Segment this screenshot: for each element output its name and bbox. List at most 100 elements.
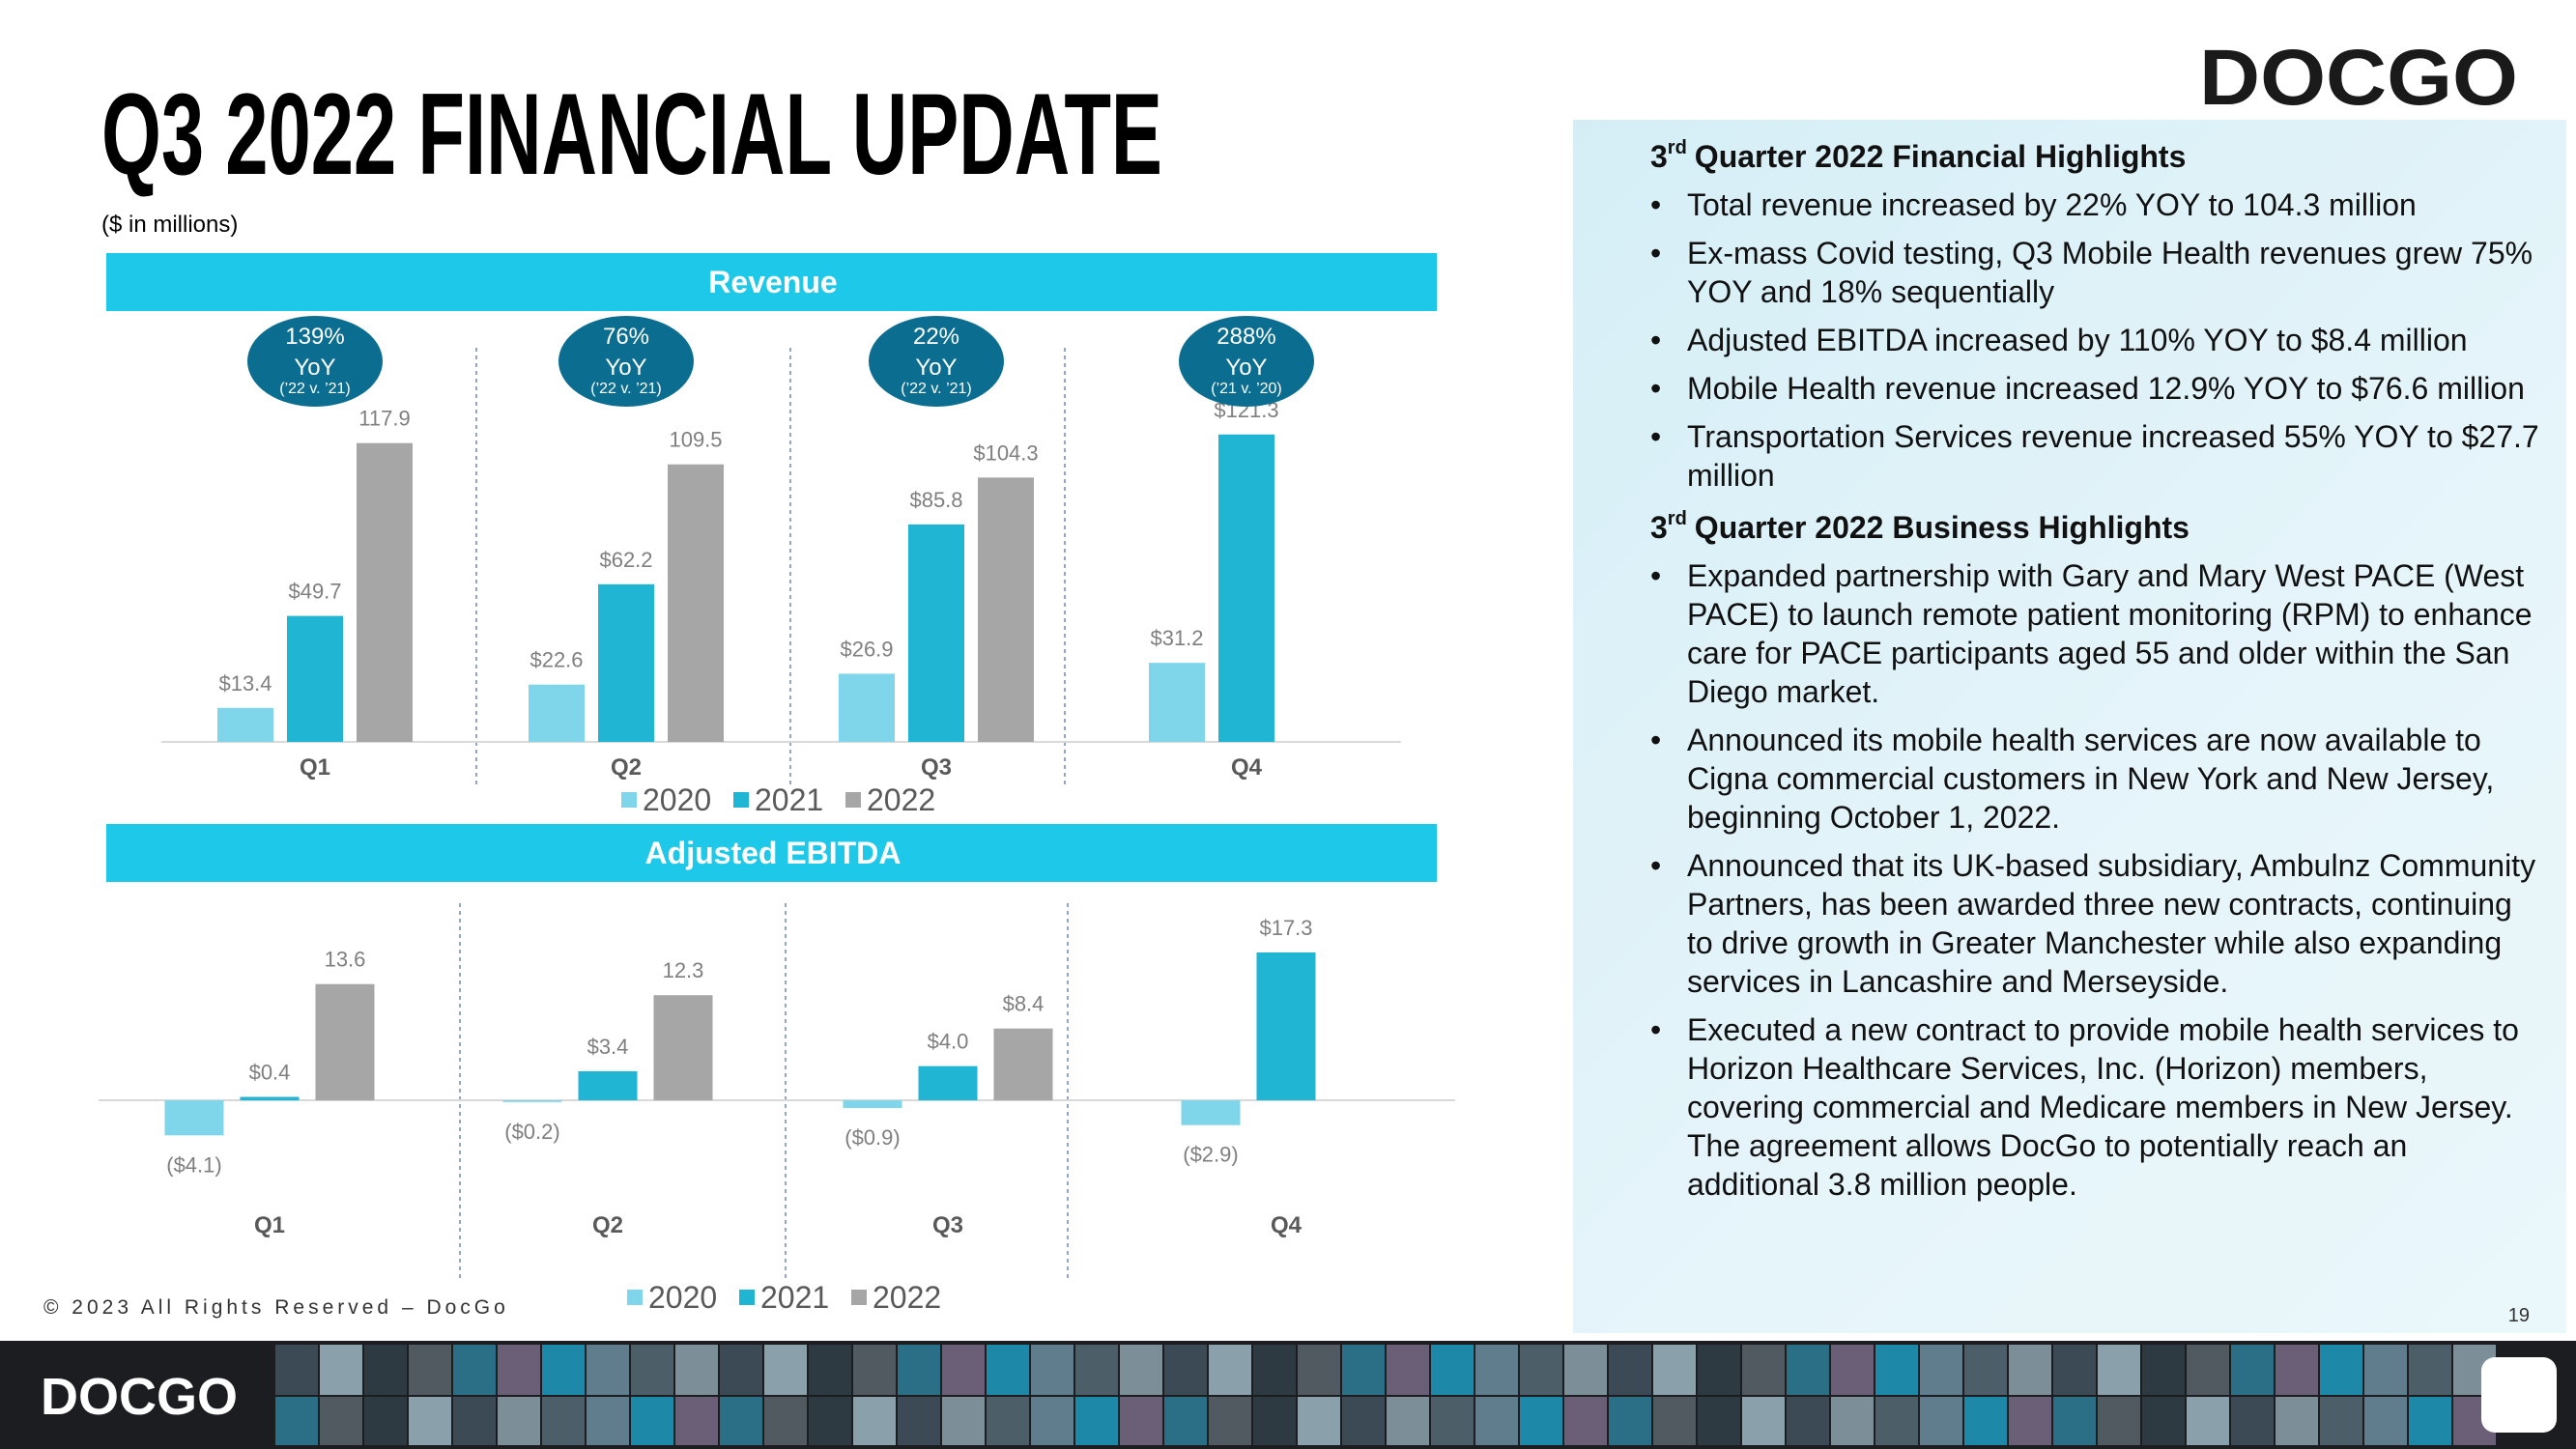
data-label: $62.2 <box>599 548 652 572</box>
bar <box>908 524 964 742</box>
bar <box>839 673 895 742</box>
yoy-note: (’22 v. ’21) <box>590 381 662 397</box>
bar <box>217 707 273 742</box>
collage-tile <box>1787 1345 1829 1395</box>
collage-tile <box>1475 1345 1518 1395</box>
collage-tile <box>2409 1345 2451 1395</box>
yoy-label: YoY <box>1225 355 1267 381</box>
collage-tile <box>2009 1397 2051 1445</box>
x-tick-label: Q3 <box>932 1212 963 1238</box>
collage-tile <box>409 1345 451 1395</box>
yoy-percent: 288% <box>1216 324 1275 350</box>
yoy-bubble <box>247 316 383 407</box>
collage-tile <box>1431 1345 1474 1395</box>
data-label: 12.3 <box>663 958 704 982</box>
bar <box>1149 663 1205 742</box>
heading-number: 3 <box>1650 139 1668 174</box>
collage-tile <box>1831 1345 1874 1395</box>
yoy-percent: 22% <box>913 324 959 350</box>
x-tick-label: Q1 <box>300 754 330 781</box>
collage-tile <box>1253 1397 1296 1445</box>
data-label: ($2.9) <box>1183 1143 1238 1167</box>
collage-tile <box>1431 1397 1474 1445</box>
collage-tile <box>453 1397 496 1445</box>
collage-tile <box>1120 1397 1162 1445</box>
collage-tile <box>587 1345 629 1395</box>
bullet-list: Expanded partnership with Gary and Mary … <box>1650 556 2539 1204</box>
collage-tile <box>1920 1345 1962 1395</box>
collage-tile <box>1298 1397 1340 1445</box>
collage-tile <box>1387 1345 1429 1395</box>
collage-tile <box>853 1397 896 1445</box>
bullet-item: Total revenue increased by 22% YOY to 10… <box>1650 185 2539 224</box>
collage-tile <box>453 1345 496 1395</box>
collage-tile <box>2409 1397 2451 1445</box>
yoy-bubble <box>558 316 694 407</box>
legend-swatch <box>627 1290 643 1305</box>
collage-tile <box>1075 1345 1118 1395</box>
collage-tile <box>987 1397 1029 1445</box>
footer-icon <box>2481 1357 2557 1433</box>
collage-tile <box>2142 1397 2185 1445</box>
yoy-percent: 139% <box>285 324 344 350</box>
collage-tile <box>1875 1345 1918 1395</box>
collage-tile <box>1209 1397 1251 1445</box>
collage-tile <box>675 1397 718 1445</box>
data-label: $8.4 <box>1003 992 1045 1016</box>
collage-tile <box>1564 1397 1607 1445</box>
collage-tile <box>498 1345 540 1395</box>
x-tick-label: Q3 <box>921 754 952 781</box>
collage-tile <box>898 1345 940 1395</box>
logo: DOCGO <box>2199 34 2518 122</box>
collage-tile <box>764 1345 807 1395</box>
collage-tile <box>2231 1397 2274 1445</box>
legend-label: 2020 <box>648 1280 717 1315</box>
collage-tile <box>1609 1397 1651 1445</box>
yoy-label: YoY <box>605 355 646 381</box>
collage-tile <box>542 1345 585 1395</box>
collage-tile <box>1520 1397 1562 1445</box>
collage-tile <box>1875 1397 1918 1445</box>
collage-tile <box>1209 1345 1251 1395</box>
bar <box>1181 1100 1241 1125</box>
collage-tile <box>2053 1397 2096 1445</box>
heading-ordinal: rd <box>1667 137 1687 158</box>
bullet-list: Total revenue increased by 22% YOY to 10… <box>1650 185 2539 495</box>
bar <box>1218 434 1274 742</box>
collage-tile <box>631 1397 673 1445</box>
data-label: $49.7 <box>288 580 341 604</box>
yoy-label: YoY <box>915 355 957 381</box>
collage-tile <box>1164 1397 1207 1445</box>
data-label: ($4.1) <box>166 1152 221 1177</box>
heading-text: Quarter 2022 Financial Highlights <box>1694 139 2187 174</box>
bar <box>578 1070 638 1101</box>
collage-tile <box>2187 1397 2229 1445</box>
bullet-item: Transportation Services revenue increase… <box>1650 417 2539 495</box>
chart-banner <box>106 824 1437 882</box>
bar <box>978 477 1034 742</box>
bar <box>598 583 654 742</box>
bar <box>668 464 724 742</box>
collage-tile <box>275 1345 318 1395</box>
page-number: 19 <box>2508 1305 2530 1326</box>
data-label: $104.3 <box>973 440 1038 465</box>
collage-tile <box>2320 1345 2362 1395</box>
collage-tile <box>1075 1397 1118 1445</box>
x-tick-label: Q2 <box>611 754 642 781</box>
chart-title: Revenue <box>708 265 837 299</box>
collage-tile <box>2187 1345 2229 1395</box>
collage-tile <box>720 1397 762 1445</box>
collage-tile <box>498 1397 540 1445</box>
data-label: $4.0 <box>928 1030 969 1054</box>
slide-title: Q3 2022 FINANCIAL UPDATE <box>101 70 1162 199</box>
legend-label: 2022 <box>873 1280 941 1315</box>
x-tick-label: Q4 <box>1231 754 1263 781</box>
legend-swatch <box>733 792 749 808</box>
bullet-item: Executed a new contract to provide mobil… <box>1650 1010 2539 1204</box>
collage-tile <box>320 1345 362 1395</box>
yoy-bubble <box>869 316 1004 407</box>
collage-tile <box>1164 1345 1207 1395</box>
collage-tile <box>1653 1397 1696 1445</box>
